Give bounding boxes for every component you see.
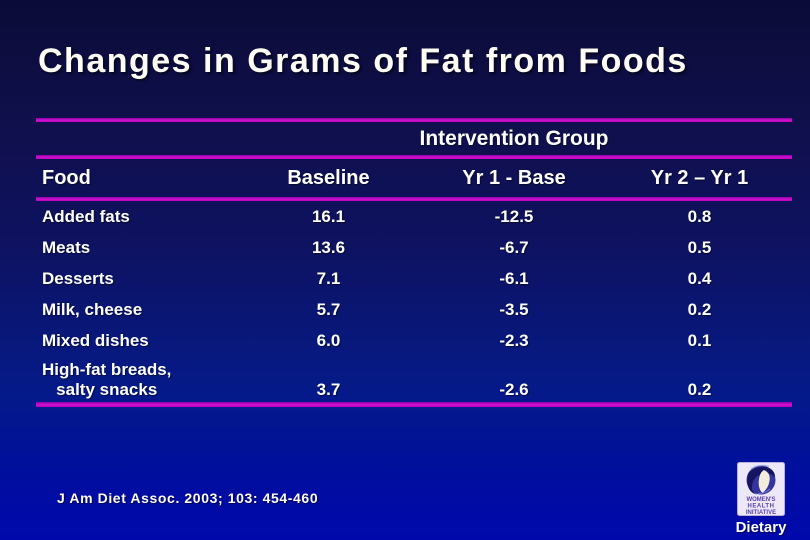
yr2-yr1-value: 0.2 — [687, 380, 712, 399]
yr1-base-value: -2.6 — [499, 380, 529, 399]
food-label: Desserts — [42, 268, 114, 288]
yr1-base-value: -2.3 — [499, 330, 529, 350]
food-label: High-fat breads, salty snacks — [42, 360, 172, 399]
svg-text:INITIATIVE: INITIATIVE — [746, 510, 776, 516]
yr1-base-value: -6.7 — [499, 237, 529, 257]
yr1-base-value: -3.5 — [499, 299, 529, 319]
svg-text:WOMEN'S: WOMEN'S — [746, 497, 775, 503]
source-citation: J Am Diet Assoc. 2003; 103: 454-460 — [57, 490, 319, 506]
food-label: Mixed dishes — [42, 330, 149, 350]
table-header-row: Food Baseline Yr 1 - Base Yr 2 – Yr 1 — [36, 159, 792, 197]
table-group-header-row: Intervention Group — [36, 122, 792, 155]
dietary-label: Dietary — [735, 519, 787, 536]
column-header-yr2-yr1: Yr 2 – Yr 1 — [650, 166, 749, 189]
divider-under-column-headers — [36, 197, 792, 201]
table-row: Desserts 7.1 -6.1 0.4 — [36, 263, 792, 294]
fat-changes-table: Intervention Group Food Baseline Yr 1 - … — [36, 118, 792, 407]
table-row: Mixed dishes 6.0 -2.3 0.1 — [36, 325, 792, 356]
food-label: Milk, cheese — [42, 299, 143, 319]
food-label: Added fats — [42, 206, 130, 226]
table-row: High-fat breads, salty snacks 3.7 -2.6 0… — [36, 356, 792, 402]
column-header-yr1-base: Yr 1 - Base — [462, 166, 566, 189]
table-group-header: Intervention Group — [419, 126, 609, 150]
column-header-baseline: Baseline — [287, 166, 370, 189]
yr2-yr1-value: 0.4 — [687, 268, 712, 288]
food-label: Meats — [42, 237, 91, 257]
womens-health-initiative-logo-icon: WOMEN'S HEALTH INITIATIVE — [737, 462, 785, 516]
table-row: Milk, cheese 5.7 -3.5 0.2 — [36, 294, 792, 325]
yr2-yr1-value: 0.2 — [687, 299, 712, 319]
yr2-yr1-value: 0.1 — [687, 330, 712, 350]
baseline-value: 7.1 — [316, 268, 341, 288]
table-row: Meats 13.6 -6.7 0.5 — [36, 232, 792, 263]
yr1-base-value: -12.5 — [494, 206, 534, 226]
divider-under-group-header — [36, 155, 792, 159]
baseline-value: 13.6 — [311, 237, 346, 257]
divider-top — [36, 118, 792, 122]
baseline-value: 6.0 — [316, 330, 341, 350]
yr2-yr1-value: 0.8 — [687, 206, 712, 226]
divider-bottom — [36, 402, 792, 407]
baseline-value: 3.7 — [316, 380, 341, 399]
baseline-value: 16.1 — [311, 206, 346, 226]
baseline-value: 5.7 — [316, 299, 341, 319]
table-row: Added fats 16.1 -12.5 0.8 — [36, 201, 792, 232]
slide-title: Changes in Grams of Fat from Foods — [38, 42, 688, 80]
svg-text:HEALTH: HEALTH — [748, 504, 775, 510]
footer-logo-block: WOMEN'S HEALTH INITIATIVE Dietary — [729, 462, 793, 536]
yr1-base-value: -6.1 — [499, 268, 529, 288]
column-header-food: Food — [42, 167, 91, 189]
yr2-yr1-value: 0.5 — [687, 237, 712, 257]
